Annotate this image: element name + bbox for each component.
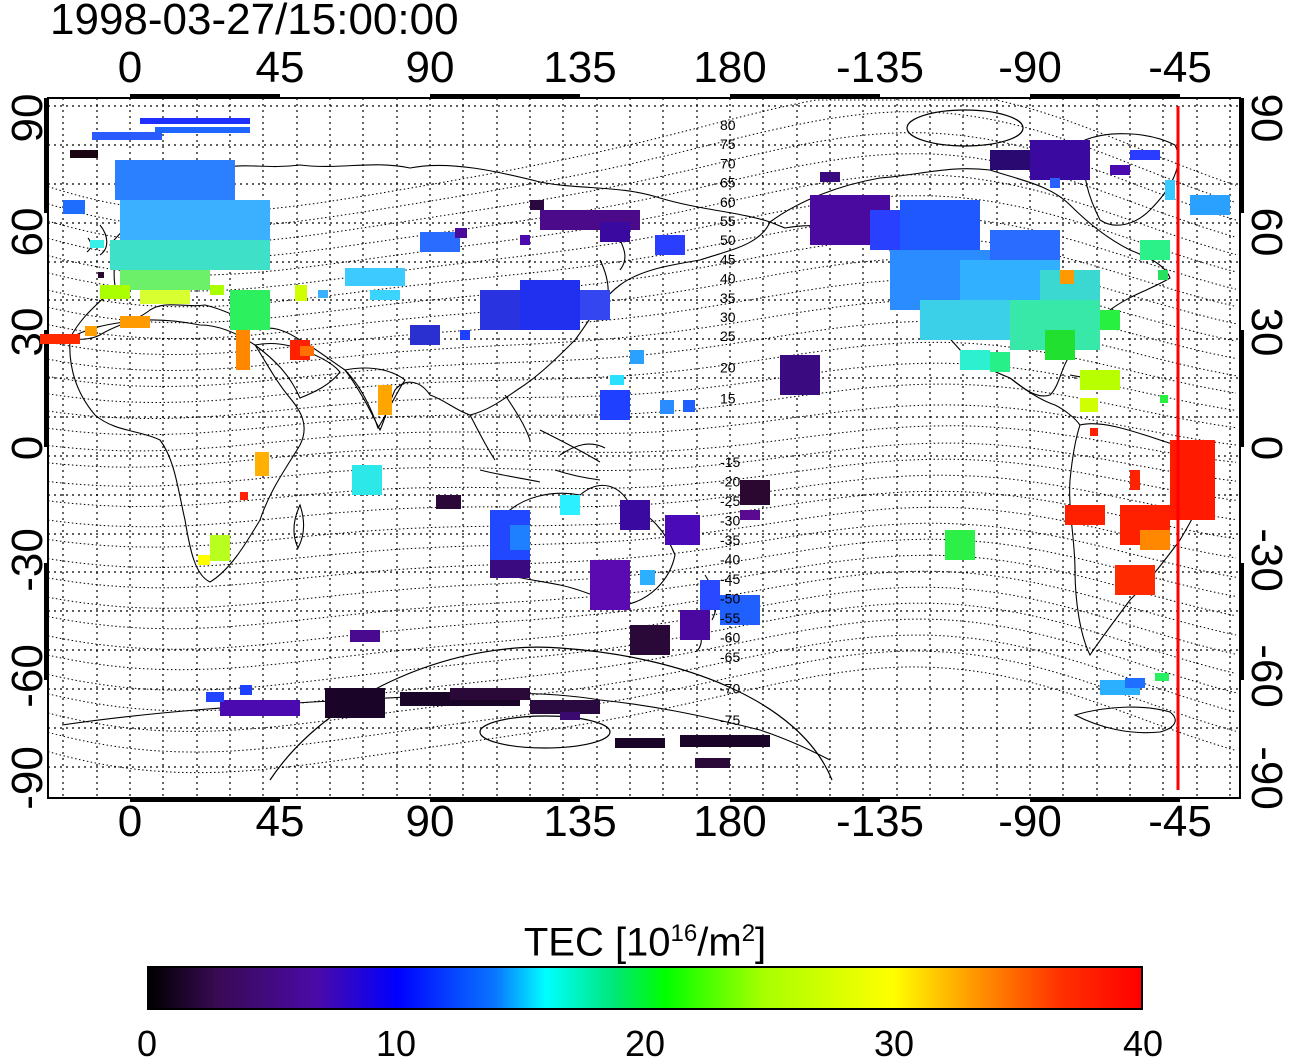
colorbar-tick-40: 40 [1122,1023,1164,1064]
top-lon-tick-m135: -135 [835,43,925,92]
mag-contour-m45 [47,570,1237,650]
mag-contour-35 [47,278,1237,355]
mag-lat-label: 60 [720,194,736,210]
colorbar-title-unit: /m [697,920,742,965]
mag-contour-60 [47,174,1237,276]
mag-lat-label: 65 [720,175,736,191]
mag-contour-15 [47,362,1237,419]
mag-lat-label: 70 [720,155,736,171]
mag-lat-label: -40 [720,552,740,568]
bottom-lon-tick-m45: -45 [1148,797,1212,846]
bottom-lon-tick-0: 0 [117,797,143,846]
mag-lat-label: -65 [720,649,740,665]
mag-contour-30 [47,300,1237,372]
mag-contour-5 [47,404,1237,452]
mag-lat-label: 20 [720,359,736,375]
mag-lat-label: -75 [720,712,740,728]
colorbar-title-end: ] [755,920,767,965]
colorbar-title-exponent-1: 16 [670,920,698,947]
colorbar-tick-10: 10 [375,1023,417,1064]
bottom-lon-tick-45: 45 [255,797,305,846]
mag-lat-label: 75 [720,136,736,152]
top-lon-tick-90: 90 [405,43,455,92]
mag-lat-label: 15 [720,391,736,407]
mag-lat-label: -35 [720,532,740,548]
mag-lat-label: -25 [720,493,740,509]
coast-africa [69,319,305,583]
coast-greenland [1083,133,1179,226]
mag-contour-m10 [47,458,1237,507]
coast-se-asia [469,394,601,463]
mag-lat-label: 35 [720,290,736,306]
colorbar-title-main: TEC [10 [523,920,671,965]
mag-contour-m20 [47,490,1237,548]
mag-contour-m70 [47,650,1237,753]
top-lon-tick-0: 0 [117,43,143,92]
bottom-lon-tick-m135: -135 [835,797,925,846]
magnetic-latitude-labels: 80 75 70 65 60 55 50 45 40 35 30 25 20 15 -15 -20 -25 -30… [720,117,740,728]
coast-madagascar [293,503,305,550]
mag-lat-label: 50 [720,232,736,248]
mag-lat-label: 55 [720,213,736,229]
colorbar-title: TEC [1016/m2] [524,910,766,966]
mag-lat-label: -15 [720,454,740,470]
top-lon-tick-135: 135 [543,43,617,92]
bottom-lon-tick-135: 135 [543,797,617,846]
bottom-lon-tick-180: 180 [693,797,767,846]
mag-lat-label: -20 [720,474,740,490]
top-lon-tick-180: 180 [693,43,767,92]
mag-lat-label: 45 [720,251,736,267]
coast-antarctica [61,692,1176,761]
tec-observations [40,118,1230,768]
south-magnetic-pole-contour-inner [479,715,611,749]
colorbar-tick-30: 30 [873,1023,915,1064]
mag-contour-m75 [47,666,1237,774]
mag-contour-m65 [47,634,1237,732]
bottom-lon-tick-m90: -90 [998,797,1062,846]
mag-lat-label: 30 [720,309,736,325]
colorbar-tick-20: 20 [624,1023,666,1064]
mag-lat-label: -60 [720,630,740,646]
mag-lat-label: -70 [720,681,740,697]
top-lon-tick-45: 45 [255,43,305,92]
mag-contour-10 [47,383,1237,436]
frame-bands [44,94,1244,802]
mag-contour-0 [47,425,1237,468]
bottom-lon-tick-90: 90 [405,797,455,846]
top-lon-tick-m90: -90 [998,43,1062,92]
colorbar-tick-0: 0 [136,1023,158,1064]
mag-contour-m5 [47,442,1237,487]
coast-india [343,367,406,430]
mag-lat-label: -55 [720,610,740,626]
mag-lat-label: -50 [720,591,740,607]
mag-contour-m15 [47,474,1237,528]
tec-colorbar [147,966,1143,1010]
top-lon-tick-m45: -45 [1148,43,1212,92]
mag-contour-m40 [47,554,1237,630]
coast-central-america [1009,377,1081,426]
mag-lat-label: 80 [720,117,736,133]
colorbar-title-exponent-2: 2 [741,920,756,947]
coast-indonesia [479,443,606,483]
mag-lat-label: -30 [720,513,740,529]
coast-arabia [253,343,341,399]
mag-lat-label: -45 [720,571,740,587]
mag-lat-label: 25 [720,328,736,344]
mag-lat-label: 40 [720,271,736,287]
map-title: 1998-03-27/15:00:00 [50,0,459,44]
north-magnetic-pole-contour [906,109,1024,147]
